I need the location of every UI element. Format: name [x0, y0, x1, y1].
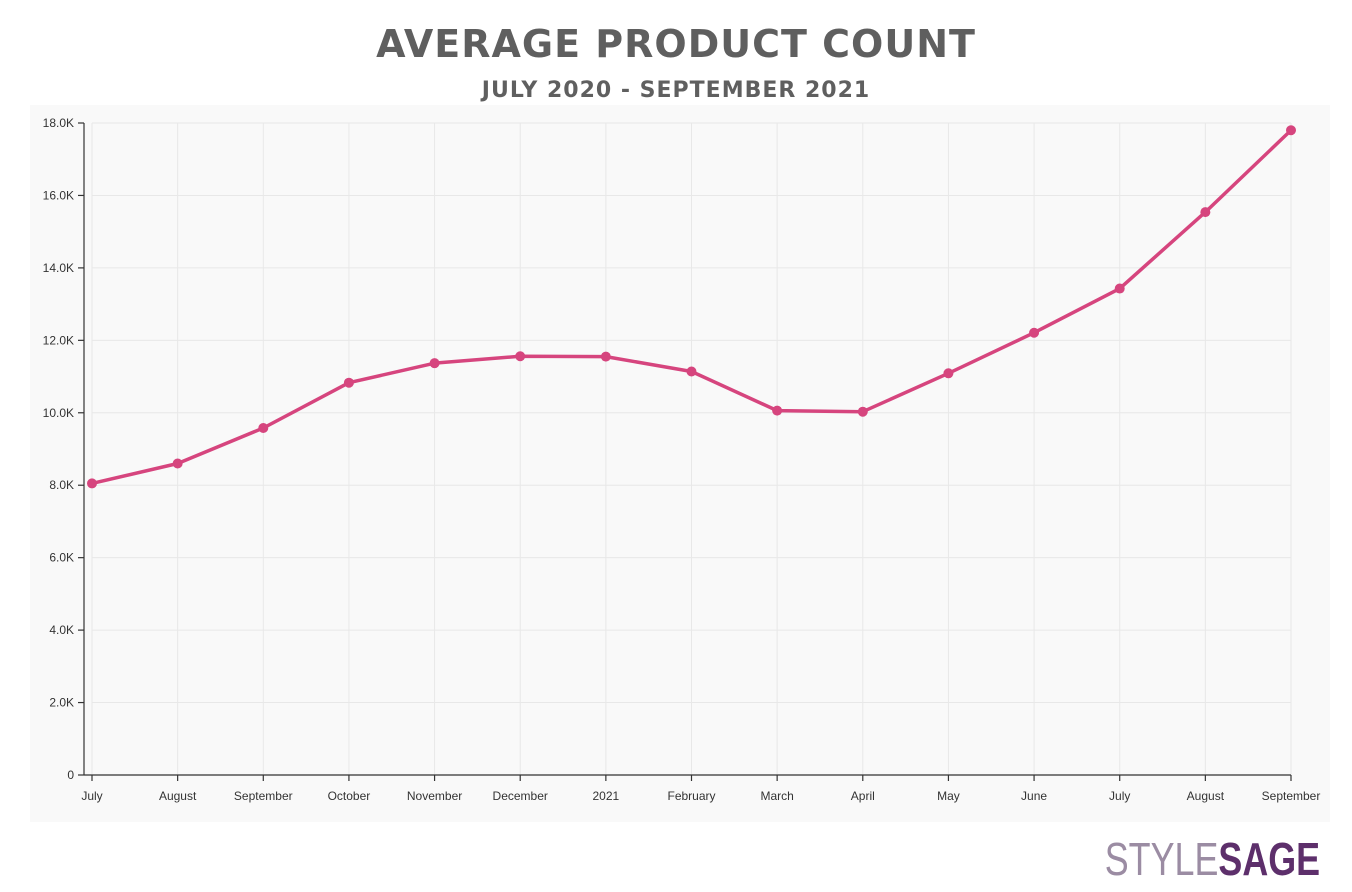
y-tick-label: 4.0K: [49, 623, 74, 637]
stylesage-logo: STYLESAGE: [1105, 832, 1320, 886]
logo-sage-text: SAGE: [1218, 833, 1320, 885]
y-tick-label: 16.0K: [43, 188, 74, 202]
data-point: [343, 377, 354, 388]
data-point: [686, 366, 697, 377]
data-point: [1114, 283, 1125, 294]
x-tick-label: February: [667, 789, 715, 803]
x-tick-label: March: [760, 789, 793, 803]
chart-panel: 0 2.0K 4.0K 6.0K 8.0K 10.0K 12.0K 14.0K 16.0K 18.…: [30, 105, 1330, 822]
y-tick-label: 14.0K: [43, 261, 74, 275]
data-point: [772, 405, 783, 416]
y-tick-label: 8.0K: [49, 478, 74, 492]
x-tick-label: 2021: [593, 789, 620, 803]
data-point: [87, 478, 97, 489]
data-point: [943, 368, 954, 379]
x-tick-label: November: [407, 789, 462, 803]
logo-style-text: STYLE: [1104, 833, 1219, 885]
x-tick-label: July: [81, 789, 102, 803]
x-tick-label: August: [159, 789, 197, 803]
x-tick-label: April: [851, 789, 875, 803]
y-tick-label: 18.0K: [43, 116, 74, 130]
data-point: [857, 406, 868, 417]
x-tick-label: October: [328, 789, 371, 803]
chart-subtitle: JULY 2020 - SEPTEMBER 2021: [481, 78, 871, 103]
chart-title: AVERAGE PRODUCT COUNT: [376, 22, 976, 66]
data-point: [1286, 125, 1296, 136]
x-tick-label: June: [1021, 789, 1047, 803]
data-point: [1200, 207, 1211, 218]
data-point: [258, 422, 269, 433]
line-chart: 0 2.0K 4.0K 6.0K 8.0K 10.0K 12.0K 14.0K 16.0K 18.…: [43, 116, 1321, 803]
y-tick-label: 12.0K: [43, 333, 74, 347]
y-tick-label: 0: [67, 768, 74, 782]
x-tick-label: December: [493, 789, 548, 803]
data-point: [429, 358, 440, 369]
y-tick-label: 2.0K: [49, 696, 74, 710]
x-tick-label: May: [937, 789, 960, 803]
y-tick-label: 10.0K: [43, 406, 74, 420]
data-point: [600, 351, 611, 362]
data-point: [172, 458, 183, 469]
data-point: [515, 351, 526, 362]
data-point: [1029, 327, 1040, 338]
x-tick-label: September: [234, 789, 293, 803]
x-tick-label: August: [1187, 789, 1225, 803]
x-tick-label: September: [1262, 789, 1321, 803]
x-tick-label: July: [1109, 789, 1130, 803]
y-tick-label: 6.0K: [49, 551, 74, 565]
